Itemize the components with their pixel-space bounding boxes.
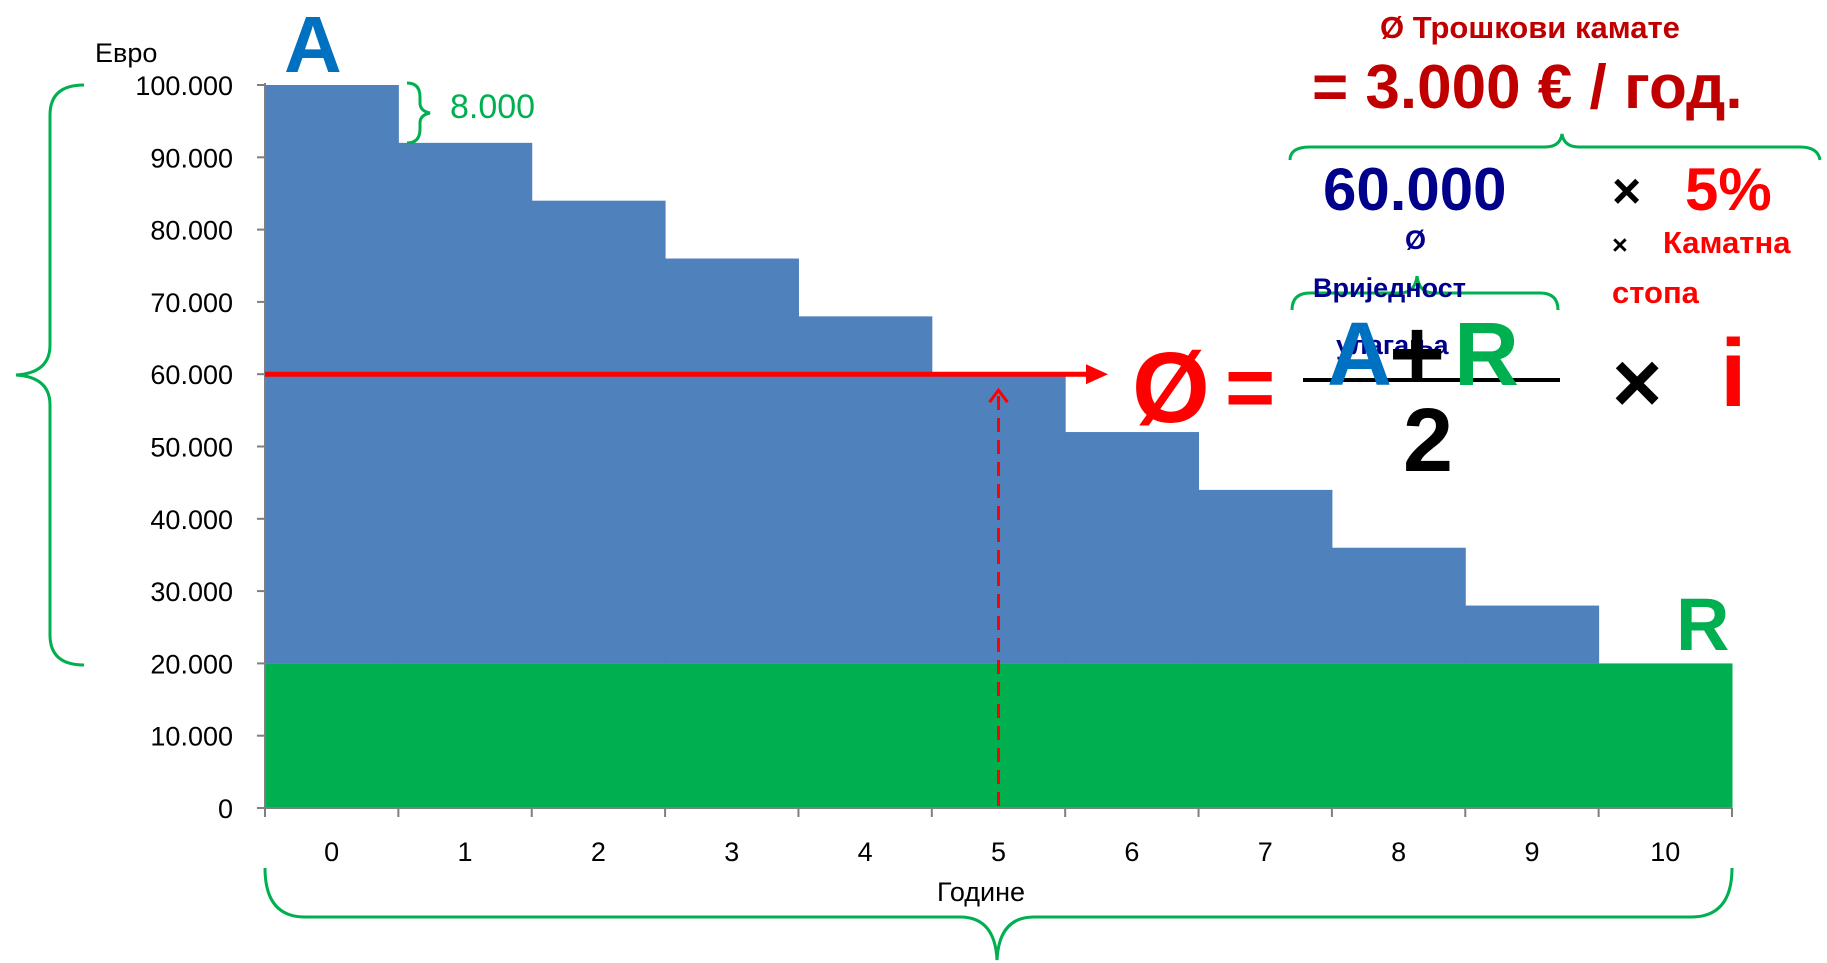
x-tick-label: 0 bbox=[324, 837, 339, 867]
x-tick-label: 7 bbox=[1258, 837, 1273, 867]
y-axis-title: Евро bbox=[95, 38, 158, 68]
numerator-brace bbox=[1290, 275, 1560, 311]
formula-times: × bbox=[1612, 335, 1663, 431]
bar-residual-7 bbox=[1198, 663, 1333, 808]
bar-depreciating-8 bbox=[1331, 547, 1466, 664]
step-brace bbox=[406, 81, 431, 145]
y-tick-label: 60.000 bbox=[150, 360, 233, 390]
overlay-layer bbox=[15, 81, 1822, 961]
y-tick-label: 10.000 bbox=[150, 722, 233, 752]
step-label: 8.000 bbox=[450, 88, 536, 126]
average-value: 60.000 bbox=[1323, 156, 1507, 223]
cost-title: Ø Трошкови камате bbox=[1380, 10, 1680, 45]
bar-depreciating-7 bbox=[1198, 489, 1333, 664]
x-tick-label: 9 bbox=[1524, 837, 1539, 867]
y-tick-label: 80.000 bbox=[150, 216, 233, 246]
y-tick-label: 30.000 bbox=[150, 577, 233, 607]
bar-residual-2 bbox=[531, 663, 666, 808]
bar-residual-10 bbox=[1598, 663, 1733, 808]
x-axis-title: Године bbox=[937, 877, 1026, 907]
y-tick-label: 20.000 bbox=[150, 649, 233, 679]
bars-layer bbox=[264, 85, 1733, 808]
a-label: A bbox=[284, 0, 342, 89]
x-tick-label: 6 bbox=[1124, 837, 1139, 867]
formula-average-symbol: Ø bbox=[1132, 332, 1210, 444]
bar-depreciating-9 bbox=[1464, 605, 1600, 664]
x-tick-label: 2 bbox=[591, 837, 606, 867]
bar-depreciating-4 bbox=[797, 316, 933, 664]
cost-brace bbox=[1288, 133, 1822, 161]
y-tick-label: 70.000 bbox=[150, 288, 233, 318]
bar-residual-0 bbox=[264, 663, 399, 808]
formula-r: R bbox=[1454, 305, 1519, 405]
average-caption-symbol: Ø bbox=[1405, 225, 1427, 255]
average-marker-arrowhead bbox=[988, 387, 1009, 404]
bar-depreciating-6 bbox=[1064, 432, 1200, 664]
x-tick-label: 5 bbox=[991, 837, 1006, 867]
bar-residual-1 bbox=[397, 663, 533, 808]
left-range-brace bbox=[15, 83, 85, 667]
average-caption-line2: улагања bbox=[1336, 330, 1449, 360]
bar-residual-4 bbox=[797, 663, 933, 808]
rate-caption-times: × bbox=[1612, 230, 1628, 260]
bar-residual-9 bbox=[1464, 663, 1600, 808]
formula-denominator: 2 bbox=[1403, 391, 1454, 491]
bar-residual-8 bbox=[1331, 663, 1466, 808]
y-tick-label: 50.000 bbox=[150, 433, 233, 463]
bar-depreciating-2 bbox=[531, 200, 666, 664]
x-tick-label: 8 bbox=[1391, 837, 1406, 867]
x-tick-label: 4 bbox=[858, 837, 873, 867]
times-sign-top: × bbox=[1612, 163, 1642, 219]
x-tick-label: 3 bbox=[724, 837, 739, 867]
y-tick-label: 90.000 bbox=[150, 143, 233, 173]
formula-a: A bbox=[1327, 305, 1392, 405]
x-tick-label: 10 bbox=[1650, 837, 1680, 867]
rate-caption-line2: стопа bbox=[1612, 275, 1699, 310]
formula-plus: + bbox=[1389, 300, 1446, 407]
formula-equals: = bbox=[1225, 340, 1276, 436]
rate-value: 5% bbox=[1685, 156, 1772, 223]
bottom-years-brace bbox=[263, 867, 1734, 961]
average-caption-line1: Вриједност bbox=[1313, 273, 1466, 303]
bar-depreciating-1 bbox=[397, 142, 533, 664]
axes-layer: 0 10.000 20.000 30.000 40.000 50.000 60.000 70.… bbox=[135, 71, 1733, 867]
formula-i: i bbox=[1720, 320, 1747, 427]
y-tick-label: 100.000 bbox=[135, 71, 233, 101]
average-arrowhead bbox=[1086, 364, 1108, 385]
bar-residual-6 bbox=[1064, 663, 1200, 808]
y-tick-label: 0 bbox=[218, 794, 233, 824]
x-tick-label: 1 bbox=[458, 837, 473, 867]
bar-depreciating-3 bbox=[664, 258, 799, 664]
y-tick-label: 40.000 bbox=[150, 505, 233, 535]
rate-caption-line1: Каматна bbox=[1663, 225, 1791, 260]
cost-value: = 3.000 € / год. bbox=[1312, 53, 1743, 122]
r-label: R bbox=[1676, 583, 1730, 666]
bar-residual-3 bbox=[664, 663, 799, 808]
